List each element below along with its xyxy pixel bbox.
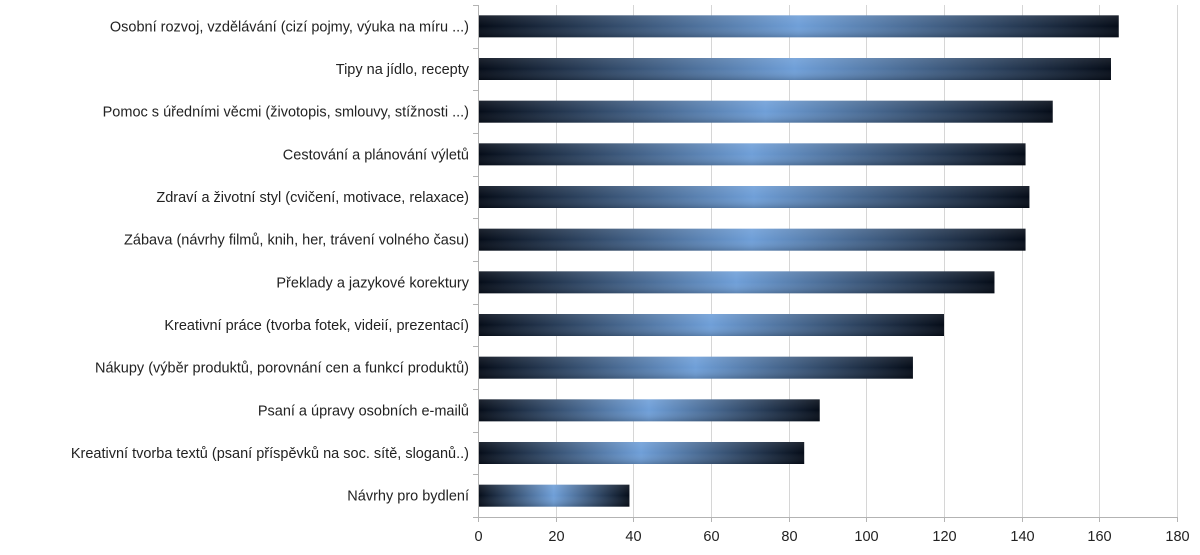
bars <box>478 15 1119 507</box>
x-tick-label-0: 0 <box>474 529 482 545</box>
category-label-4: Cestování a plánování výletů <box>283 147 469 163</box>
x-tick-label-60: 60 <box>703 529 719 545</box>
bar-shade-6 <box>478 228 1026 251</box>
category-labels: Osobní rozvoj, vzdělávání (cizí pojmy, v… <box>71 19 470 504</box>
axes <box>473 5 1178 522</box>
category-label-9: Nákupy (výběr produktů, porovnání cen a … <box>95 361 469 377</box>
bar-shade-5 <box>478 186 1030 208</box>
x-tick-labels: 0 20 40 60 80 100 120 140 160 180 <box>474 529 1189 545</box>
x-tick-label-20: 20 <box>548 529 564 545</box>
bar-shade-1 <box>478 15 1119 38</box>
bar-shade-10 <box>478 399 820 422</box>
x-tick-label-100: 100 <box>854 529 878 545</box>
x-tick-label-80: 80 <box>781 529 797 545</box>
category-label-8: Kreativní práce (tvorba fotek, videií, p… <box>164 318 469 334</box>
category-label-1: Osobní rozvoj, vzdělávání (cizí pojmy, v… <box>110 19 469 35</box>
category-label-10: Psaní a úpravy osobních e-mailů <box>258 403 469 419</box>
category-label-6: Zábava (návrhy filmů, knih, her, trávení… <box>124 233 469 249</box>
bar-shade-9 <box>478 356 913 379</box>
x-tick-label-40: 40 <box>625 529 641 545</box>
category-label-2: Tipy na jídlo, recepty <box>336 62 470 78</box>
category-label-5: Zdraví a životní styl (cvičení, motivace… <box>156 190 469 206</box>
bar-shade-4 <box>478 143 1026 166</box>
bar-shade-12 <box>478 484 630 507</box>
category-label-12: Návrhy pro bydlení <box>347 489 469 505</box>
x-tick-label-120: 120 <box>932 529 956 545</box>
category-label-3: Pomoc s úředními věcmi (životopis, smlou… <box>103 105 469 121</box>
grid-lines <box>478 5 1178 517</box>
x-tick-label-140: 140 <box>1010 529 1034 545</box>
bar-shade-3 <box>478 100 1053 123</box>
category-label-7: Překlady a jazykové korektury <box>276 275 469 291</box>
x-tick-label-160: 160 <box>1087 529 1111 545</box>
bar-shade-11 <box>478 442 805 464</box>
x-tick-label-180: 180 <box>1165 529 1189 545</box>
bar-shade-8 <box>478 314 944 336</box>
category-label-11: Kreativní tvorba textů (psaní příspěvků … <box>71 446 469 462</box>
bar-shade-7 <box>478 271 995 294</box>
bar-shade-2 <box>478 58 1111 80</box>
